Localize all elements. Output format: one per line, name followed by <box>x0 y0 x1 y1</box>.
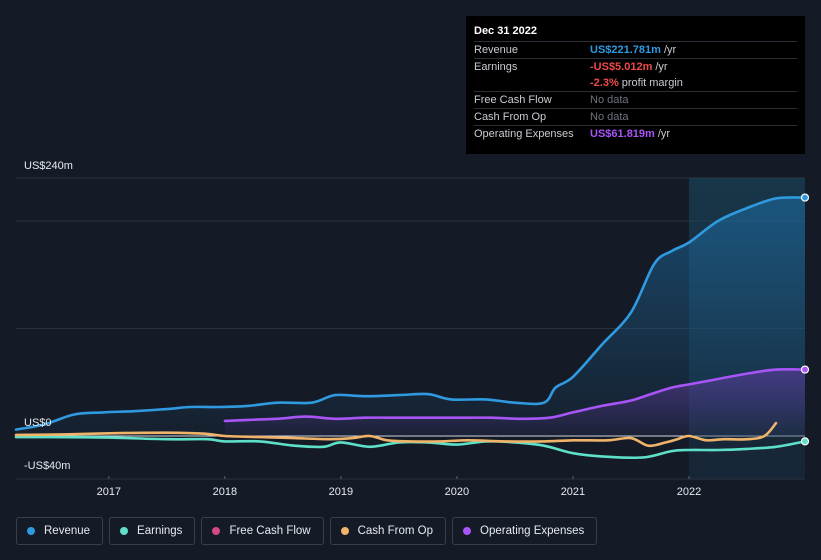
tooltip-value: US$221.781m <box>590 44 661 56</box>
legend-dot-icon <box>120 527 129 535</box>
x-axis-ticks: 2017 2018 2019 2020 2021 2022 <box>97 476 701 498</box>
legend-label: Cash From Op <box>357 525 434 537</box>
legend-item-cash-from-op[interactable]: Cash From Op <box>329 517 447 545</box>
tooltip-label: Operating Expenses <box>474 128 574 140</box>
tooltip-value: No data <box>590 111 629 123</box>
tooltip-row-free-cash-flow: Free Cash Flow No data <box>474 91 797 108</box>
legend-label: Revenue <box>44 525 91 537</box>
x-tick-label: 2018 <box>213 486 237 498</box>
earnings-end-marker <box>800 437 810 446</box>
legend-label: Free Cash Flow <box>229 525 311 537</box>
legend-label: Operating Expenses <box>480 525 585 537</box>
legend-dot-icon <box>463 527 472 535</box>
revenue-end-marker <box>800 193 810 202</box>
x-tick-label: 2020 <box>445 486 469 498</box>
tooltip-label: Earnings <box>474 61 518 73</box>
tooltip-value: US$61.819m <box>590 128 655 140</box>
tooltip-value: -US$5.012m <box>590 61 653 73</box>
tooltip-unit: /yr <box>655 61 668 73</box>
tooltip-unit: /yr <box>657 128 671 140</box>
legend-dot-icon <box>340 527 349 535</box>
cash-from-op-line <box>14 421 778 448</box>
y-axis-top-label: US$240m <box>24 160 73 172</box>
tooltip-value: -2.3% <box>590 77 619 89</box>
tooltip-label: Free Cash Flow <box>474 94 552 106</box>
tooltip-unit: /yr <box>663 44 677 56</box>
y-axis-zero-label: US$0 <box>24 417 52 429</box>
tooltip-date: Dec 31 2022 <box>474 25 537 37</box>
legend-dot-icon <box>212 527 221 535</box>
operating-expenses-end-marker <box>800 365 810 374</box>
operating-expenses-line <box>223 367 807 423</box>
revenue-line <box>14 196 807 431</box>
revenue-area <box>16 197 805 436</box>
legend-item-earnings[interactable]: Earnings <box>109 517 196 545</box>
legend-dot-icon <box>27 527 35 535</box>
tooltip-label: Cash From Op <box>474 111 547 123</box>
tooltip-value: No data <box>590 94 629 106</box>
legend-item-revenue[interactable]: Revenue <box>16 517 104 545</box>
legend-item-free-cash-flow[interactable]: Free Cash Flow <box>201 517 324 545</box>
operating-expenses-area <box>224 369 805 436</box>
legend-label: Earnings <box>137 525 183 537</box>
y-axis-bottom-label: -US$40m <box>24 460 71 472</box>
x-tick-label: 2019 <box>329 486 353 498</box>
series-areas <box>16 197 805 436</box>
legend-item-operating-expenses[interactable]: Operating Expenses <box>452 517 598 545</box>
tooltip-label: Revenue <box>474 44 519 56</box>
tooltip-row-earnings: Earnings -US$5.012m /yr <box>474 58 797 75</box>
earnings-line <box>14 435 807 460</box>
tooltip-unit: profit margin <box>621 77 683 89</box>
tooltip-row-operating-expenses: Operating Expenses US$61.819m /yr <box>474 125 797 142</box>
x-tick-label: 2022 <box>677 486 701 498</box>
series-lines <box>14 193 810 460</box>
data-tooltip: Dec 31 2022 Revenue US$221.781m /yr Earn… <box>466 16 805 154</box>
chart-legend: Revenue Earnings Free Cash Flow Cash Fro… <box>16 517 598 545</box>
x-tick-label: 2021 <box>561 486 585 498</box>
tooltip-row-margin: -2.3% profit margin <box>474 75 797 91</box>
tooltip-row-revenue: Revenue US$221.781m /yr <box>474 41 797 58</box>
x-tick-label: 2017 <box>97 486 121 498</box>
tooltip-row-cash-from-op: Cash From Op No data <box>474 108 797 125</box>
